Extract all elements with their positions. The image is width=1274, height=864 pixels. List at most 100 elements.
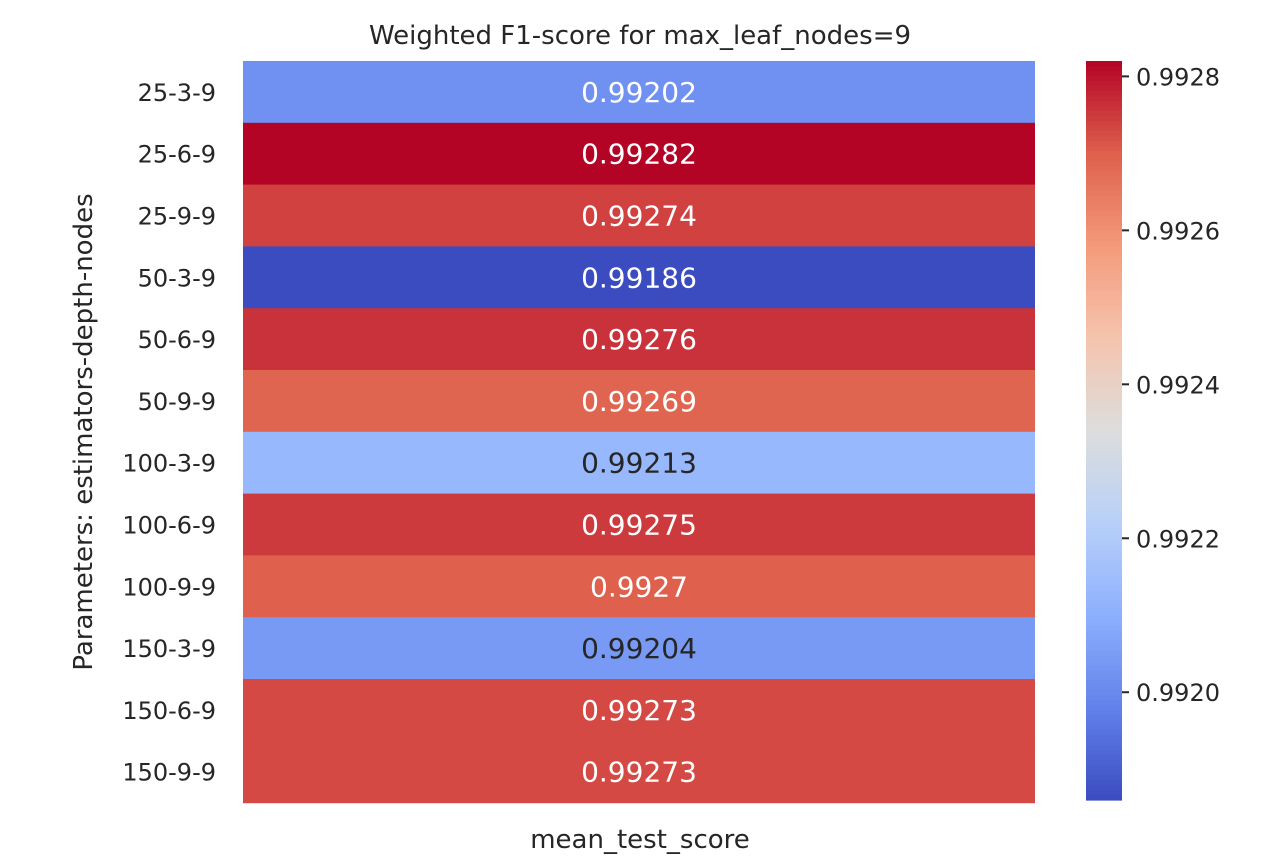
colorbar-segment bbox=[1086, 680, 1122, 686]
colorbar-segment bbox=[1086, 490, 1122, 497]
row-tick-labels: 25-3-9 25-6-9 25-9-9 50-3-9 50-6-9 50-9-9 100-… bbox=[122, 79, 216, 787]
colorbar-segment bbox=[1086, 620, 1122, 626]
colorbar-tick-label: 0.9924 bbox=[1136, 371, 1220, 399]
colorbar-segment bbox=[1086, 430, 1122, 437]
colorbar-tick-label: 0.9922 bbox=[1136, 525, 1220, 553]
cell-value-label: 0.99273 bbox=[581, 756, 697, 789]
colorbar-segment bbox=[1086, 380, 1122, 387]
heatmap-cell bbox=[243, 617, 1035, 680]
row-tick-label: 100-3-9 bbox=[122, 450, 216, 478]
colorbar-segment bbox=[1086, 65, 1122, 72]
colorbar-segment bbox=[1086, 760, 1122, 766]
colorbar-segment bbox=[1086, 140, 1122, 147]
cell-value-label: 0.99282 bbox=[581, 138, 697, 171]
colorbar-segment bbox=[1086, 755, 1122, 761]
colorbar-segment bbox=[1086, 310, 1122, 317]
heatmap-cell bbox=[243, 122, 1035, 186]
colorbar-segment bbox=[1086, 635, 1122, 641]
colorbar-segment bbox=[1086, 390, 1122, 397]
colorbar-segment bbox=[1086, 630, 1122, 636]
colorbar-tick-label: 0.9920 bbox=[1136, 679, 1220, 707]
colorbar-segment bbox=[1086, 750, 1122, 756]
row-tick-label: 50-3-9 bbox=[138, 264, 216, 292]
colorbar-segment bbox=[1086, 520, 1122, 526]
colorbar-segment bbox=[1086, 110, 1122, 117]
colorbar-segment bbox=[1086, 695, 1122, 701]
colorbar-segment bbox=[1086, 775, 1122, 781]
colorbar-segment bbox=[1086, 220, 1122, 227]
row-tick-label: 150-3-9 bbox=[122, 635, 216, 663]
heatmap-cell bbox=[243, 679, 1035, 742]
colorbar-segment bbox=[1086, 70, 1122, 77]
colorbar-segment bbox=[1086, 545, 1122, 551]
colorbar-gradient bbox=[1086, 61, 1122, 801]
colorbar-segment bbox=[1086, 105, 1122, 112]
colorbar-segment bbox=[1086, 185, 1122, 192]
colorbar-segment bbox=[1086, 165, 1122, 172]
colorbar-segment bbox=[1086, 540, 1122, 546]
row-tick-label: 25-9-9 bbox=[138, 203, 216, 231]
row-tick-label: 50-6-9 bbox=[138, 326, 216, 354]
colorbar-segment bbox=[1086, 735, 1122, 741]
colorbar-segment bbox=[1086, 205, 1122, 212]
heatmap-cell bbox=[243, 246, 1035, 309]
colorbar-segment bbox=[1086, 240, 1122, 247]
colorbar-segment bbox=[1086, 560, 1122, 566]
colorbar-segment bbox=[1086, 450, 1122, 457]
colorbar-segment bbox=[1086, 145, 1122, 152]
colorbar-segment bbox=[1086, 655, 1122, 661]
heatmap-cell bbox=[243, 493, 1035, 556]
heatmap-cell bbox=[243, 740, 1035, 804]
colorbar-segment bbox=[1086, 745, 1122, 751]
colorbar-segment bbox=[1086, 150, 1122, 157]
colorbar-segment bbox=[1086, 615, 1122, 621]
colorbar-segment bbox=[1086, 650, 1122, 656]
colorbar-segment bbox=[1086, 480, 1122, 487]
colorbar-segment bbox=[1086, 530, 1122, 536]
colorbar-segment bbox=[1086, 715, 1122, 721]
cell-value-label: 0.99204 bbox=[581, 632, 697, 665]
colorbar-segment bbox=[1086, 305, 1122, 312]
heatmap-cell bbox=[243, 555, 1035, 618]
row-tick-label: 25-6-9 bbox=[138, 141, 216, 169]
colorbar-segment bbox=[1086, 95, 1122, 102]
colorbar-segment bbox=[1086, 410, 1122, 417]
row-tick-label: 150-9-9 bbox=[122, 759, 216, 787]
colorbar-segment bbox=[1086, 730, 1122, 736]
colorbar-segment bbox=[1086, 375, 1122, 382]
colorbar-tick-label: 0.9928 bbox=[1136, 63, 1220, 91]
colorbar-segment bbox=[1086, 360, 1122, 367]
colorbar-segment bbox=[1086, 625, 1122, 631]
colorbar-segment bbox=[1086, 515, 1122, 521]
cell-value-label: 0.99273 bbox=[581, 694, 697, 727]
colorbar-segment bbox=[1086, 465, 1122, 472]
colorbar-segment bbox=[1086, 640, 1122, 646]
colorbar-segment bbox=[1086, 170, 1122, 177]
colorbar-segment bbox=[1086, 235, 1122, 242]
colorbar-segment bbox=[1086, 225, 1122, 232]
colorbar-segment bbox=[1086, 285, 1122, 292]
colorbar-segment bbox=[1086, 770, 1122, 776]
colorbar-segment bbox=[1086, 135, 1122, 142]
colorbar-segment bbox=[1086, 610, 1122, 616]
colorbar-segment bbox=[1086, 420, 1122, 427]
colorbar-segment bbox=[1086, 705, 1122, 711]
row-tick-label: 150-6-9 bbox=[122, 697, 216, 725]
colorbar-segment bbox=[1086, 790, 1122, 796]
colorbar-segment bbox=[1086, 565, 1122, 571]
colorbar-segment bbox=[1086, 320, 1122, 327]
heatmap-cell bbox=[243, 431, 1035, 495]
colorbar-segment bbox=[1086, 245, 1122, 252]
cell-value-label: 0.99274 bbox=[581, 200, 697, 233]
heatmap-cell bbox=[243, 308, 1035, 371]
colorbar-segment bbox=[1086, 265, 1122, 272]
colorbar-segment bbox=[1086, 645, 1122, 651]
colorbar-segment bbox=[1086, 175, 1122, 182]
heatmap-cell bbox=[243, 61, 1035, 124]
colorbar-segment bbox=[1086, 440, 1122, 447]
colorbar-segment bbox=[1086, 345, 1122, 352]
colorbar-segment bbox=[1086, 475, 1122, 482]
colorbar-segment bbox=[1086, 795, 1122, 801]
y-axis-label: Parameters: estimators-depth-nodes bbox=[69, 193, 99, 670]
